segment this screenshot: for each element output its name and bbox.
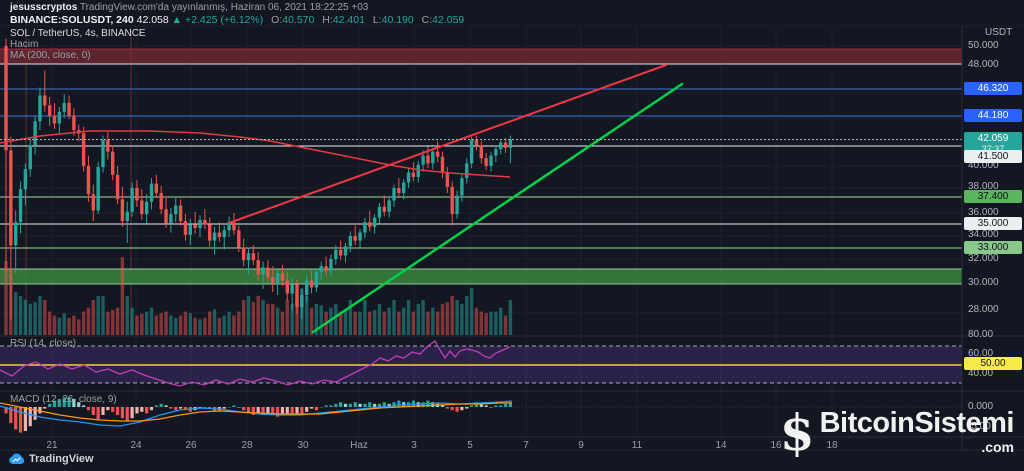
candle-countdown: 37:37 xyxy=(981,144,1005,154)
axis-tick-label: 34.000 xyxy=(968,229,999,240)
time-tick-label: 26 xyxy=(185,440,197,451)
candle-series xyxy=(4,38,513,321)
time-tick-label: 7 xyxy=(523,440,529,451)
author-link[interactable]: jesusscryptos xyxy=(10,2,78,13)
axis-tick-label: 40.000 xyxy=(968,160,999,171)
time-tick-label: 9 xyxy=(578,440,584,451)
time-tick-label: 30 xyxy=(297,440,309,451)
symbol-interval[interactable]: BINANCE:SOLUSDT, 240 xyxy=(10,14,134,26)
bitcoinsistemi-watermark: $ BitcoinSistemi .com xyxy=(779,403,1015,462)
axis-tick-label: 80.00 xyxy=(968,329,994,340)
axis-tick-label: 38.000 xyxy=(968,181,999,192)
price-axis-unit: USDT xyxy=(985,27,1013,38)
time-tick-label: 3 xyxy=(411,440,417,451)
open-label: O: xyxy=(271,14,283,26)
price-badge-33.000: 33.000 xyxy=(964,241,1022,254)
ma200-line xyxy=(0,130,511,178)
time-tick-label: 14 xyxy=(715,440,727,451)
last-price: 42.058 xyxy=(136,14,169,26)
horizontal-levels xyxy=(0,88,962,249)
price-badge-44.180: 44.180 xyxy=(964,109,1022,122)
macd-indicator-label[interactable]: MACD (12, 26, close, 9) xyxy=(10,394,117,405)
close-value: 42.059 xyxy=(432,14,465,26)
price-badge-35.000: 35.000 xyxy=(964,217,1022,230)
axis-tick-label: 50.000 xyxy=(968,40,999,51)
time-tick-label: 21 xyxy=(46,440,58,451)
price-badge-37.400: 37.400 xyxy=(964,190,1022,203)
change-arrow-icon: ▲ xyxy=(171,14,183,26)
tradingview-cloud-icon xyxy=(9,453,25,464)
axis-tick-label: 60.00 xyxy=(968,348,994,359)
watermark-tld: .com xyxy=(981,439,1014,455)
price-badge-46.320: 46.320 xyxy=(964,82,1022,95)
pane-symbol-label[interactable]: SOL / TetherUS, 4s, BINANCE xyxy=(10,28,146,39)
axis-tick-label: 48.000 xyxy=(968,59,999,70)
price-badge-50.00: 50.00 xyxy=(964,357,1022,370)
high-value: 42.401 xyxy=(332,14,365,26)
time-tick-label: 28 xyxy=(241,440,253,451)
event-vlines xyxy=(25,28,132,335)
pane-separators xyxy=(0,25,1024,451)
chart-header: jesusscryptos TradingView.com'da yayınla… xyxy=(10,2,464,26)
high-label: H: xyxy=(322,14,333,26)
publish-meta: TradingView.com'da yayınlanmış, Haziran … xyxy=(77,2,369,13)
time-tick-label: 11 xyxy=(631,440,643,451)
axis-tick-label: 0.000 xyxy=(968,401,994,412)
ma-indicator-label[interactable]: MA (200, close, 0) xyxy=(10,50,91,61)
bitcoinsistemi-logo-icon: $ xyxy=(779,403,815,462)
time-tick-label: 16 xyxy=(770,440,782,451)
rsi-pane xyxy=(0,340,962,387)
symbol-info-row: BINANCE:SOLUSDT, 240 42.058 ▲ +2.425 (+6… xyxy=(10,14,464,26)
low-value: 40.190 xyxy=(381,14,414,26)
axis-tick-label: 36.000 xyxy=(968,207,999,218)
axis-tick-label: 40.00 xyxy=(968,368,994,379)
tradingview-logo[interactable]: TradingView xyxy=(8,453,94,465)
watermark-site-name: BitcoinSistemi xyxy=(819,407,1015,439)
time-tick-label: 24 xyxy=(130,440,142,451)
publish-info: jesusscryptos TradingView.com'da yayınla… xyxy=(10,2,464,13)
price-zones xyxy=(0,48,962,285)
close-label: C: xyxy=(421,14,433,26)
low-label: L: xyxy=(372,14,382,26)
rsi-indicator-label[interactable]: RSI (14, close) xyxy=(10,338,77,349)
axis-tick-label: 28.000 xyxy=(968,304,999,315)
axis-tick-label: 32.000 xyxy=(968,253,999,264)
price-badge-41.500: 41.500 xyxy=(964,150,1022,163)
change-value: +2.425 (+6.12%) xyxy=(185,14,264,26)
open-value: 40.570 xyxy=(282,14,315,26)
macd-pane xyxy=(0,397,962,433)
axis-tick-label: 30.000 xyxy=(968,277,999,288)
time-tick-label: 5 xyxy=(467,440,473,451)
volume-indicator-label[interactable]: Hacim xyxy=(10,39,39,50)
trendlines xyxy=(228,64,684,334)
axis-tick-label: -5.00 xyxy=(968,421,991,432)
time-tick-label: 18 xyxy=(826,440,838,451)
volume-series xyxy=(4,257,513,335)
tradingview-logo-text: TradingView xyxy=(29,453,94,465)
time-tick-label: Haz xyxy=(350,440,368,451)
